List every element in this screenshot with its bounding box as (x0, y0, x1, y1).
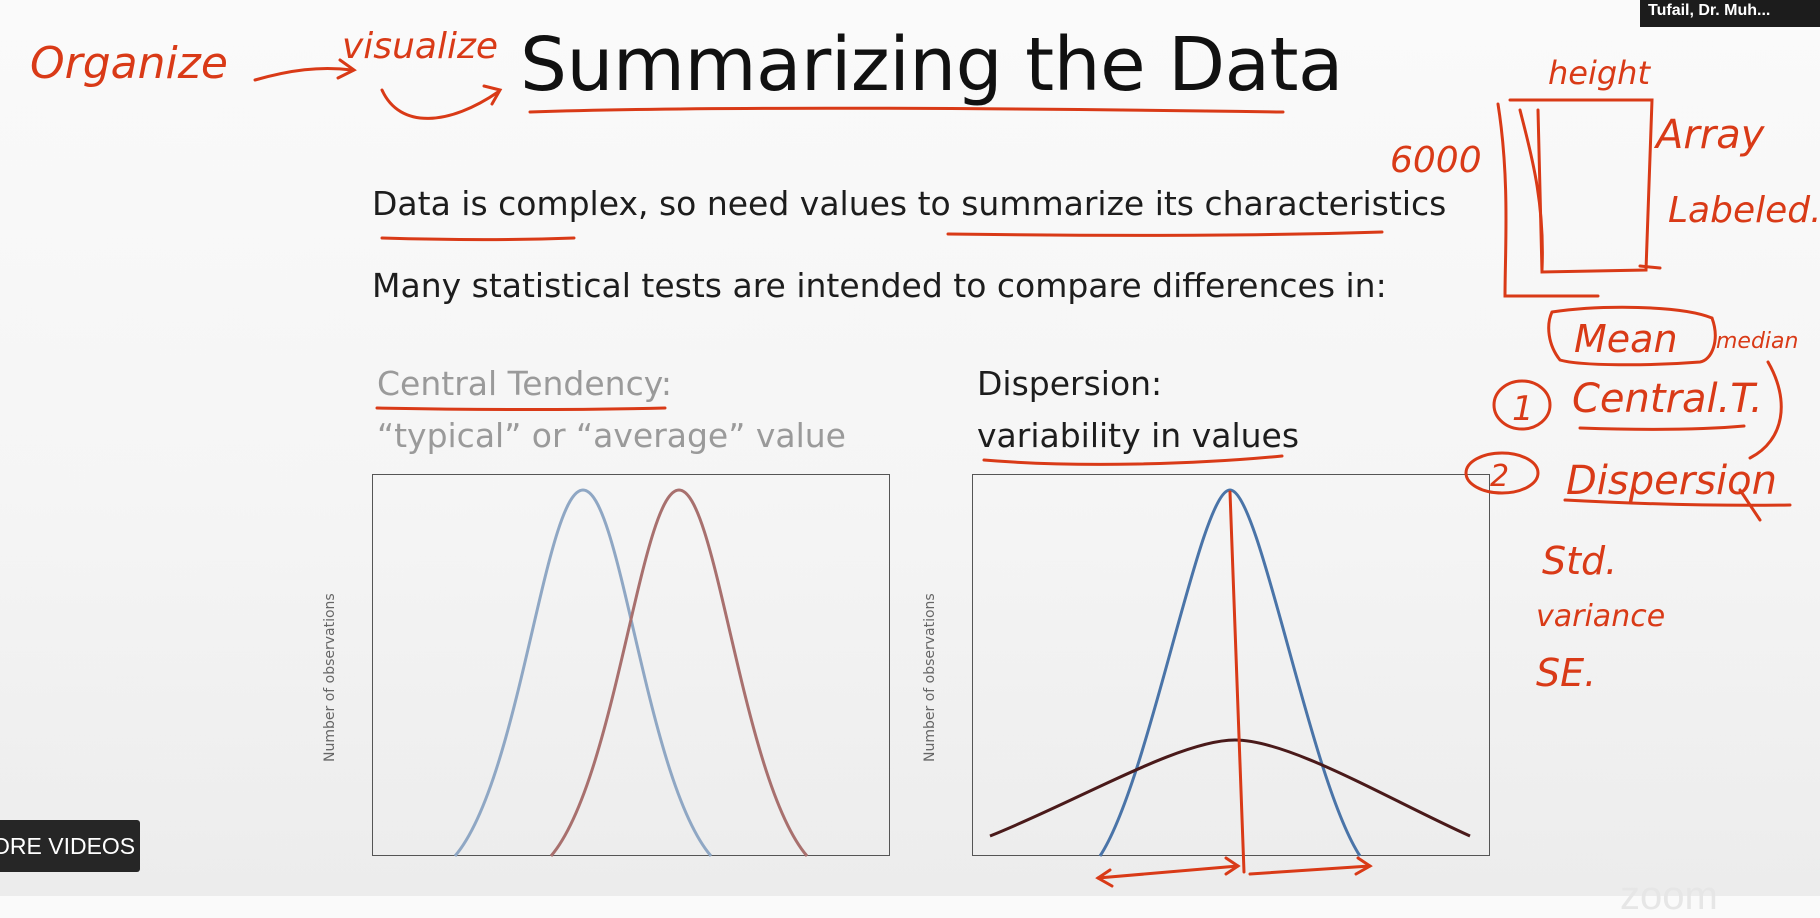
annotation-central-t: Central.T. (1572, 376, 1763, 422)
slide-line-tests: Many statistical tests are intended to c… (372, 266, 1387, 305)
annotation-variance: variance (1536, 599, 1665, 634)
zoom-watermark: zoom (1620, 874, 1718, 918)
annotation-two: 2 (1490, 459, 1509, 494)
annotation-height: height (1548, 54, 1651, 92)
central-curve-red (549, 488, 809, 857)
annotation-mean: Mean (1574, 317, 1678, 361)
more-videos-label: ORE VIDEOS (0, 833, 136, 859)
annotation-median: median (1716, 329, 1798, 354)
annotation-array: Array (1653, 112, 1766, 158)
participant-name-tag: Tufail, Dr. Muh... (1640, 0, 1820, 27)
annotation-one: 1 (1512, 389, 1534, 429)
central-tendency-chart-panel (372, 474, 890, 856)
dispersion-heading: Dispersion: (977, 364, 1163, 403)
annotation-organize: Organize (30, 38, 228, 89)
annotation-dispersion: Dispersion (1566, 458, 1777, 504)
slide-curves (453, 488, 1471, 857)
handwritten-annotations: Organize visualize height 6000 Array Lab… (30, 26, 1820, 888)
central-curve-blue (453, 488, 713, 857)
more-videos-button[interactable]: ORE VIDEOS (0, 820, 140, 872)
central-tendency-heading: Central Tendency: (377, 364, 672, 403)
annotation-visualize: visualize (342, 26, 498, 67)
annotation-se: SE. (1536, 651, 1596, 695)
slide-line-complex: Data is complex, so need values to summa… (372, 184, 1447, 223)
annotation-labeled: Labeled. (1668, 190, 1820, 231)
central-tendency-subtitle: “typical” or “average” value (377, 416, 846, 455)
annotation-std: Std. (1542, 539, 1617, 583)
dispersion-chart-panel (972, 474, 1490, 856)
dispersion-curve-wide (989, 738, 1471, 838)
dispersion-curve-narrow (1098, 488, 1362, 857)
dispersion-subtitle: variability in values (977, 416, 1300, 455)
annotation-6000: 6000 (1390, 140, 1482, 181)
slide-title: Summarizing the Data (520, 22, 1343, 108)
